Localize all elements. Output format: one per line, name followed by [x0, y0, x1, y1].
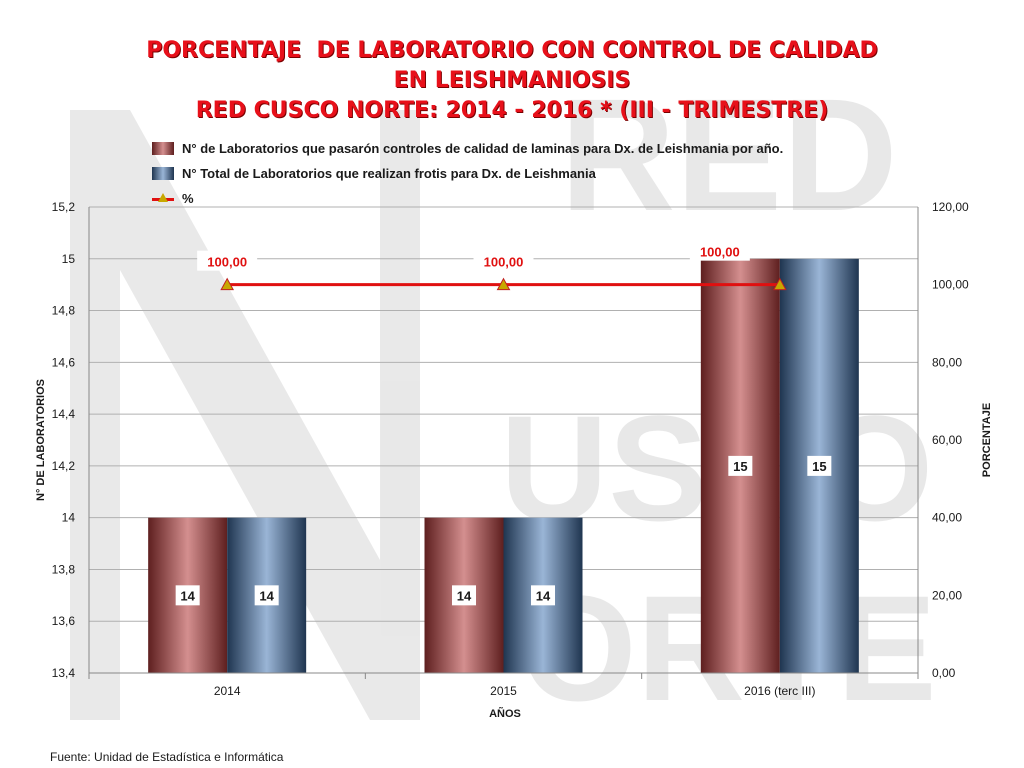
legend-label-series-3: % [182, 191, 194, 206]
legend-swatch-series-3 [152, 192, 174, 205]
bar-label: 14 [457, 588, 472, 603]
x-tick-label: 2015 [490, 684, 517, 698]
bar-label: 14 [180, 588, 195, 603]
chart-title-line-3: RED CUSCO NORTE: 2014 - 2016 * (III - TR… [195, 98, 829, 123]
bar-label: 14 [536, 588, 551, 603]
bar-label-bg [807, 455, 832, 476]
y2-tick-label: 0,00 [932, 666, 956, 680]
legend-item-series-1: N° de Laboratorios que pasarón controles… [152, 136, 783, 161]
y-tick-label: 13,6 [52, 614, 76, 628]
percent-marker [220, 277, 235, 291]
bar-labels: 14 14 14 14 15 15 [175, 455, 832, 606]
axes: 15,2 15 14,8 14,6 14,4 14,2 14 13,8 13,6 13,4 120,… [52, 200, 969, 698]
y2-tick-label: 120,00 [932, 200, 969, 214]
percent-marker [772, 277, 787, 291]
percent-label: 100,00 [484, 255, 524, 270]
svg-text:RED: RED [560, 65, 898, 244]
x-tick-label: 2016 (terc III) [744, 684, 815, 698]
bar-label: 14 [259, 588, 274, 603]
y-tick-label: 14,8 [52, 304, 76, 318]
bar-label-bg [175, 585, 200, 606]
chart-title: PORCENTAJE DE LABORATORIO CON CONTROL DE… [0, 36, 1024, 126]
y-tick-label: 15,2 [52, 200, 76, 214]
percent-label-bg [197, 250, 258, 271]
percent-label-bg [689, 240, 750, 261]
source-note: Fuente: Unidad de Estadística e Informát… [50, 750, 284, 764]
legend-item-series-2: N° Total de Laboratorios que realizan fr… [152, 161, 783, 186]
percent-marker [496, 277, 511, 291]
y-axis-title: N° DE LABORATORIOS [35, 379, 47, 501]
y2-tick-label: 100,00 [932, 278, 969, 292]
bar-label: 15 [733, 459, 747, 474]
legend-swatch-series-2 [152, 167, 174, 180]
y2-tick-label: 60,00 [932, 433, 962, 447]
percent-line: 100,00 100,00 100,00 [197, 240, 787, 291]
y-tick-label: 13,4 [52, 666, 76, 680]
y-tick-label: 15 [62, 252, 76, 266]
legend-label-series-2: N° Total de Laboratorios que realizan fr… [182, 166, 596, 181]
chart-title-line-2: EN LEISHMANIOSIS [393, 68, 631, 93]
bar-label-bg [254, 585, 279, 606]
x-tick-label: 2014 [214, 684, 241, 698]
percent-label: 100,00 [700, 245, 740, 260]
legend-label-series-1: N° de Laboratorios que pasarón controles… [182, 141, 784, 156]
bar-label-bg [531, 585, 555, 606]
y-tick-label: 14,2 [52, 459, 76, 473]
y2-tick-label: 20,00 [932, 588, 962, 602]
percent-label-bg [473, 250, 534, 271]
bar-label: 15 [812, 459, 826, 474]
bar-label-bg [452, 585, 476, 606]
legend-swatch-series-1 [152, 142, 174, 155]
y-tick-label: 14 [62, 511, 76, 525]
y-tick-label: 14,4 [52, 407, 76, 421]
y-tick-label: 14,6 [52, 355, 76, 369]
y2-axis-title: PORCENTAJE [981, 403, 993, 477]
y2-tick-label: 80,00 [932, 355, 962, 369]
chart-title-line-1: PORCENTAJE DE LABORATORIO CON CONTROL DE… [146, 38, 878, 63]
legend-item-series-3: % [152, 186, 783, 211]
percent-label: 100,00 [207, 255, 247, 270]
x-axis-title: AÑOS [489, 707, 521, 720]
bar-label-bg [728, 455, 753, 476]
y2-tick-label: 40,00 [932, 511, 962, 525]
chart-legend: N° de Laboratorios que pasarón controles… [152, 136, 783, 211]
y-tick-label: 13,8 [52, 562, 76, 576]
